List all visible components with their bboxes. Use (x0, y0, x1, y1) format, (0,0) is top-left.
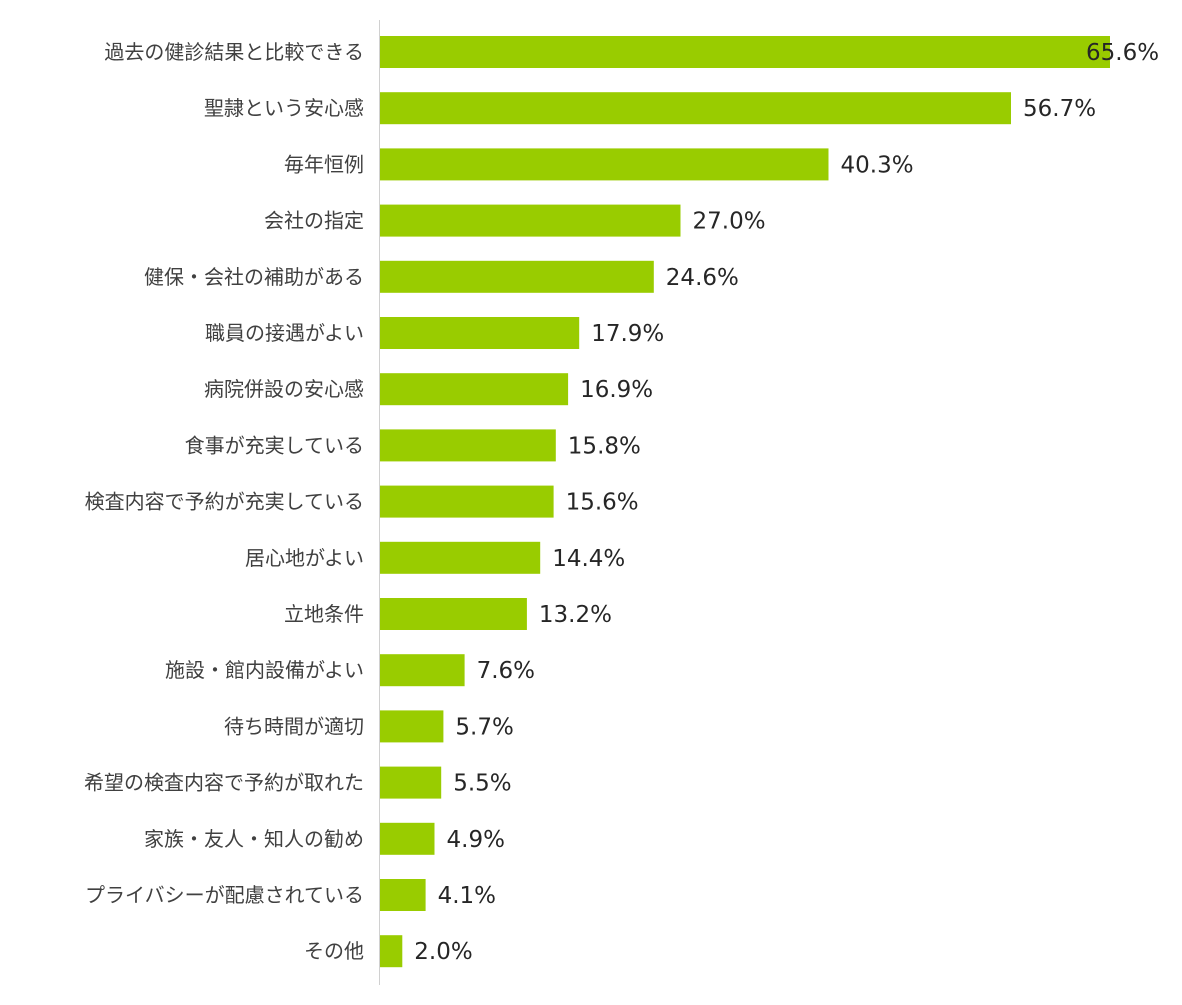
category-labels-layer: 過去の健診結果と比較できる聖隷という安心感毎年恒例会社の指定健保・会社の補助があ… (84, 40, 364, 963)
data-label: 14.4% (552, 546, 625, 572)
data-label: 17.9% (591, 321, 664, 347)
bar (380, 654, 465, 687)
data-label: 27.0% (693, 209, 766, 235)
category-label: プライバシーが配慮されている (85, 883, 364, 907)
bar (380, 766, 442, 799)
data-label: 24.6% (666, 265, 739, 291)
data-label: 4.9% (447, 827, 505, 853)
data-label: 5.5% (453, 771, 511, 797)
data-label: 16.9% (580, 377, 653, 403)
bar (380, 935, 403, 968)
bar (380, 879, 426, 911)
data-label: 13.2% (539, 602, 612, 628)
data-label: 56.7% (1023, 96, 1096, 122)
category-label: その他 (304, 939, 364, 963)
bar (380, 373, 569, 406)
category-label: 希望の検査内容で予約が取れた (84, 771, 364, 795)
bar (380, 204, 681, 237)
bar (380, 485, 554, 518)
bar (380, 148, 829, 181)
bar (380, 317, 580, 349)
bar (380, 92, 1011, 125)
category-label: 病院併設の安心感 (204, 377, 364, 401)
category-label: 待ち時間が適切 (224, 714, 364, 738)
category-label: 食事が充実している (185, 433, 364, 457)
category-label: 毎年恒例 (284, 152, 364, 176)
bar (380, 598, 527, 630)
category-label: 居心地がよい (245, 546, 364, 570)
bar (380, 429, 556, 462)
category-label: 聖隷という安心感 (204, 96, 364, 120)
category-label: 検査内容で予約が充実している (85, 490, 364, 514)
category-label: 家族・友人・知人の勧め (144, 827, 364, 851)
data-label: 4.1% (438, 883, 496, 909)
category-label: 立地条件 (284, 602, 364, 626)
data-label: 7.6% (477, 658, 535, 684)
data-label: 65.6% (1086, 40, 1159, 66)
category-label: 過去の健診結果と比較できる (104, 40, 364, 64)
bar (380, 710, 444, 743)
data-label: 15.8% (568, 433, 641, 459)
bar (380, 36, 1110, 68)
category-label: 会社の指定 (264, 209, 364, 233)
category-label: 施設・館内設備がよい (165, 658, 364, 682)
category-label: 健保・会社の補助がある (144, 265, 364, 289)
bar (380, 260, 654, 293)
category-label: 職員の接遇がよい (205, 321, 364, 345)
data-label: 2.0% (414, 939, 472, 965)
bars-layer (380, 36, 1110, 968)
data-label: 40.3% (841, 152, 914, 178)
bar (380, 541, 541, 574)
data-label: 15.6% (566, 490, 639, 516)
bar (380, 822, 435, 855)
data-label: 5.7% (455, 714, 513, 740)
value-labels-layer: 65.6% 56.7% 40.3% 27.0% 24.6% 17.9% 16.9% 15.8%… (414, 40, 1159, 965)
